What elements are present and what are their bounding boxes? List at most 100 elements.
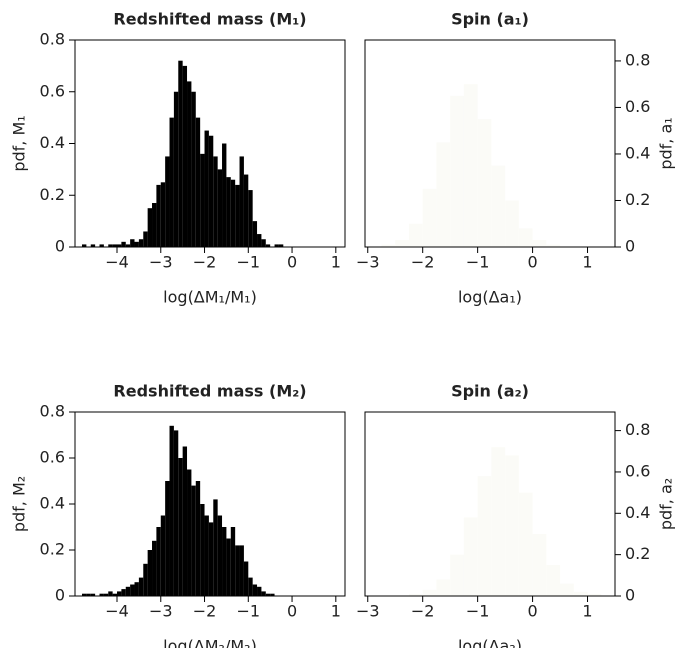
x-tick-label: −1 [466,253,490,272]
histogram-bar [147,550,153,596]
histogram-bar [182,446,188,596]
histogram-bar [90,244,96,247]
histogram-bar [112,593,118,596]
histogram-bar [265,244,271,247]
y-tick-label: 0.2 [625,544,650,563]
y-axis-label: pdf, a₁ [657,117,676,169]
x-tick-label: −3 [356,602,380,621]
panel-title: Spin (a₁) [451,10,529,29]
x-tick-label: −1 [236,253,260,272]
x-tick-label: −1 [466,602,490,621]
histogram-bar [134,582,139,596]
histogram-bar [191,485,196,596]
axes-frame [364,39,616,248]
histogram-bar [117,591,122,596]
histogram-bar [204,130,209,247]
histogram-bar [204,515,209,596]
histogram-bar [125,244,131,247]
x-tick-label: −2 [193,253,217,272]
histogram-bar [518,228,533,247]
histogram-bar [235,184,240,247]
y-tick-label: 0 [55,237,65,256]
histogram-bar [257,586,262,596]
x-tick-label: 0 [527,253,537,272]
y-axis-label: pdf, a₂ [657,478,676,530]
histogram-bar [395,240,409,247]
y-tick-label: 0.2 [40,185,65,204]
histogram-bar [477,476,492,596]
histogram-bar [173,91,179,247]
histogram-bar [82,593,87,596]
histogram-bar [213,499,218,596]
histogram-bar [261,591,266,596]
x-tick-label: −2 [193,602,217,621]
histogram-bar [165,481,170,596]
axes-frame [364,411,616,597]
y-tick-label: 0 [625,237,635,256]
y-tick-label: 0.4 [40,133,65,152]
histogram-bar [518,492,533,596]
x-tick-label: 0 [287,253,297,272]
histogram-bar [178,60,183,248]
histogram-bar [169,425,174,596]
histogram-bar [573,591,588,596]
histogram-bar [121,241,126,247]
histogram-bar [117,244,122,247]
y-tick-label: 0.8 [625,50,650,69]
histogram-bar [265,593,271,596]
histogram-bar [213,156,218,247]
histogram-bar [108,591,113,596]
histogram-bar [200,153,205,247]
histogram-bar [86,593,91,596]
y-tick-label: 0.8 [40,30,65,49]
histogram-bar [152,540,157,596]
histogram-bar [243,174,249,247]
histogram-bar [243,561,249,596]
histogram-bar [222,143,227,247]
histogram-bar [491,165,506,247]
histogram-bar [422,589,437,596]
y-tick-label: 0 [55,586,65,605]
x-tick-label: −3 [149,253,173,272]
x-tick-label: −1 [236,602,260,621]
histogram-bar [156,184,161,247]
histogram-bar [143,231,148,247]
histogram-bar [200,504,205,596]
y-axis-label: pdf, M₁ [10,115,29,171]
histogram-bar [217,515,223,596]
panel-title: Redshifted mass (M₂) [113,382,306,401]
y-tick-label: 0.6 [40,448,65,467]
histogram-bar [436,579,451,596]
x-axis-label: log(Δa₁) [458,288,522,307]
histogram-bar [278,244,284,247]
histogram-bar [560,583,574,596]
histogram-bar [463,517,478,596]
histogram-bar [125,586,131,596]
x-tick-label: 0 [287,602,297,621]
histogram-bar [156,527,161,596]
x-tick-label: −4 [105,253,129,272]
histogram-bar [138,577,144,596]
histogram-bar [187,469,192,596]
histogram-bar [274,244,279,247]
histogram-bar [208,135,214,247]
histogram-bar [408,593,423,596]
histogram-bar [182,65,188,247]
x-tick-label: −2 [411,253,435,272]
histogram-bar [143,563,148,596]
y-tick-label: 0.8 [40,402,65,421]
histogram-bar [248,190,253,247]
histogram-bar [222,527,227,596]
histogram-bar [505,200,519,247]
x-tick-label: 1 [582,602,592,621]
x-axis-label: log(Δa₂) [458,637,522,648]
histogram-bar [422,188,437,247]
histogram-bar [226,538,231,596]
histogram-bar [121,589,126,596]
histogram-bar [178,458,183,596]
histogram-bar [134,241,139,247]
y-tick-label: 0.4 [625,143,650,162]
histogram-bar [239,156,244,247]
histogram-bar [195,117,201,247]
